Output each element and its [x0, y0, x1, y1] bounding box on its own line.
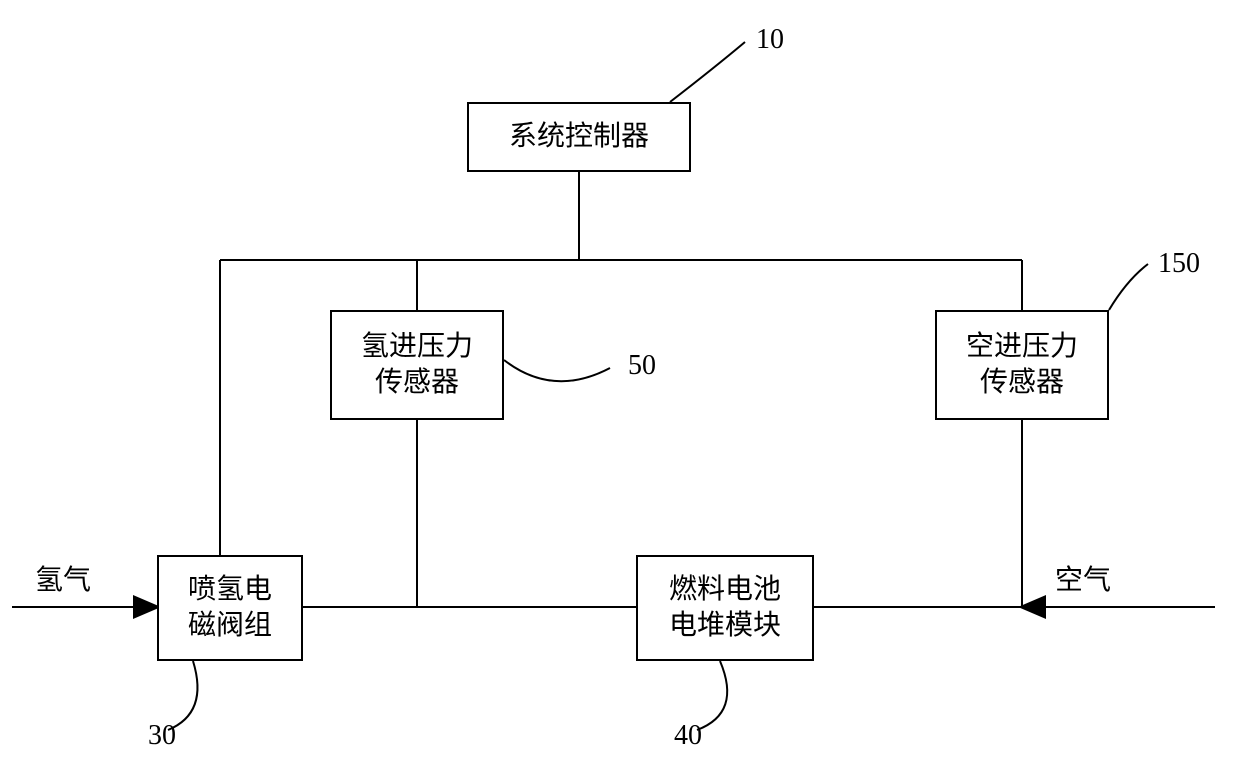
fuel-cell-stack-line1: 燃料电池: [669, 572, 781, 608]
air-inlet-pressure-sensor-node: 空进压力 传感器: [935, 310, 1109, 420]
ref-label-50: 50: [628, 350, 656, 382]
ref-label-10: 10: [756, 24, 784, 56]
h2-inlet-pressure-sensor-line2: 传感器: [361, 365, 473, 401]
ref-label-150: 150: [1158, 248, 1200, 280]
air-flow-label: 空气: [1055, 558, 1111, 598]
hydrogen-solenoid-valve-node: 喷氢电 磁阀组: [157, 555, 303, 661]
fuel-cell-stack-line2: 电堆模块: [669, 608, 781, 644]
hydrogen-flow-label: 氢气: [35, 558, 91, 598]
system-controller-node: 系统控制器: [467, 102, 691, 172]
ref-label-30: 30: [148, 720, 176, 752]
h2-inlet-pressure-sensor-line1: 氢进压力: [361, 329, 473, 365]
system-controller-label: 系统控制器: [509, 119, 649, 155]
ref-label-40: 40: [674, 720, 702, 752]
fuel-cell-stack-node: 燃料电池 电堆模块: [636, 555, 814, 661]
h2-inlet-pressure-sensor-node: 氢进压力 传感器: [330, 310, 504, 420]
hydrogen-solenoid-valve-line2: 磁阀组: [188, 608, 272, 644]
air-inlet-pressure-sensor-line1: 空进压力: [966, 329, 1078, 365]
air-inlet-pressure-sensor-line2: 传感器: [966, 365, 1078, 401]
hydrogen-solenoid-valve-line1: 喷氢电: [188, 572, 272, 608]
